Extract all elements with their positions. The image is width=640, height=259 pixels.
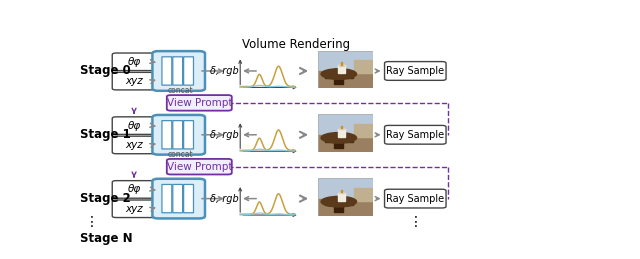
FancyBboxPatch shape	[173, 121, 182, 149]
FancyBboxPatch shape	[184, 121, 193, 149]
Text: Ray Sample: Ray Sample	[386, 130, 444, 140]
Text: concat: concat	[168, 86, 193, 95]
FancyBboxPatch shape	[112, 200, 156, 218]
FancyBboxPatch shape	[152, 51, 205, 91]
FancyBboxPatch shape	[112, 136, 156, 154]
Text: Ray Sample: Ray Sample	[386, 66, 444, 76]
FancyBboxPatch shape	[385, 125, 446, 144]
FancyBboxPatch shape	[162, 57, 172, 85]
FancyBboxPatch shape	[152, 179, 205, 218]
FancyBboxPatch shape	[184, 57, 193, 85]
FancyBboxPatch shape	[167, 95, 232, 111]
Text: Ray Sample: Ray Sample	[386, 193, 444, 204]
Text: ⋮: ⋮	[408, 214, 422, 228]
Text: Stage 0: Stage 0	[80, 64, 131, 77]
Text: Stage 1: Stage 1	[80, 128, 131, 141]
Text: θφ: θφ	[127, 57, 141, 67]
FancyBboxPatch shape	[173, 57, 182, 85]
FancyBboxPatch shape	[112, 117, 156, 134]
Text: xyz: xyz	[125, 140, 143, 150]
FancyBboxPatch shape	[112, 181, 156, 198]
FancyBboxPatch shape	[112, 53, 156, 70]
FancyBboxPatch shape	[162, 121, 172, 149]
Text: View Prompt: View Prompt	[166, 98, 232, 108]
FancyBboxPatch shape	[385, 189, 446, 208]
FancyBboxPatch shape	[173, 184, 182, 213]
Text: δ, rgb: δ, rgb	[211, 193, 239, 204]
Text: View Prompt: View Prompt	[166, 162, 232, 172]
Text: xyz: xyz	[125, 204, 143, 214]
Text: δ, rgb: δ, rgb	[211, 130, 239, 140]
Text: Volume Rendering: Volume Rendering	[242, 38, 350, 51]
Text: Stage 2: Stage 2	[80, 192, 131, 205]
Text: ⋮: ⋮	[85, 214, 99, 228]
FancyBboxPatch shape	[184, 184, 193, 213]
FancyBboxPatch shape	[162, 184, 172, 213]
Text: concat: concat	[168, 150, 193, 159]
FancyBboxPatch shape	[112, 72, 156, 90]
FancyBboxPatch shape	[385, 62, 446, 80]
FancyBboxPatch shape	[167, 159, 232, 175]
Text: θφ: θφ	[127, 121, 141, 131]
FancyBboxPatch shape	[152, 115, 205, 155]
Text: δ, rgb: δ, rgb	[211, 66, 239, 76]
Text: Stage N: Stage N	[80, 232, 132, 245]
Text: xyz: xyz	[125, 76, 143, 86]
Text: θφ: θφ	[127, 184, 141, 195]
